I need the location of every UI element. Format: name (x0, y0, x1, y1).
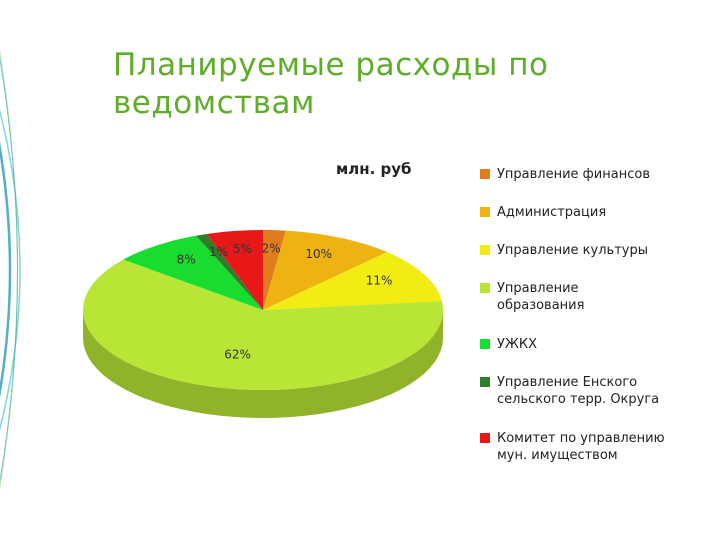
pie-slice-4 (83, 259, 443, 390)
legend-item: Управление культуры (480, 242, 697, 259)
data-label-5: 8% (177, 253, 196, 267)
legend-item: УЖКХ (480, 336, 697, 353)
legend-label: Управление Енского сельского терр. Округа (497, 374, 697, 408)
data-label-3: 11% (366, 273, 393, 287)
legend-item: Управление образования (480, 280, 697, 314)
pie-slice-2 (263, 230, 388, 310)
pie-slice-7 (206, 230, 263, 310)
pie-slice-5 (123, 235, 263, 310)
legend-label-line: Управление (497, 281, 579, 296)
legend-label-line: Управление культуры (497, 243, 648, 258)
legend-label: Администрация (497, 204, 697, 221)
page-title: Планируемые расходы по ведомствам (113, 46, 673, 122)
legend-label-line: Управление финансов (497, 167, 650, 182)
legend-label-line: сельского терр. Округа (497, 392, 660, 407)
title-line-2: ведомствам (113, 85, 315, 121)
legend-item: Комитет по управлению мун. имуществом (480, 430, 697, 464)
legend-swatch (480, 377, 490, 387)
legend-label: Управление финансов (497, 166, 697, 183)
legend-label: Управление образования (497, 280, 697, 314)
data-label-4: 62% (224, 347, 251, 361)
legend-swatch (480, 207, 490, 217)
pie-data-labels: 2% 10% 11% 62% 8% 1% 5% (177, 242, 393, 362)
legend-label: УЖКХ (497, 336, 697, 353)
legend-label: Комитет по управлению мун. имуществом (497, 430, 697, 464)
legend-item: Администрация (480, 204, 697, 221)
pie-side-walls (83, 310, 443, 418)
legend-swatch (480, 283, 490, 293)
pie-slice-1 (263, 230, 286, 310)
pie-slice-3 (263, 252, 442, 310)
data-label-2: 10% (305, 247, 332, 261)
data-label-7: 5% (233, 242, 252, 256)
legend-label-line: Администрация (497, 205, 607, 220)
legend-label-line: мун. имуществом (497, 448, 618, 463)
title-line-1: Планируемые расходы по (113, 47, 549, 83)
legend-label-line: УЖКХ (497, 337, 538, 352)
legend-swatch (480, 339, 490, 349)
legend-swatch (480, 433, 490, 443)
data-label-6: 1% (209, 245, 228, 259)
chart-subtitle: млн. руб (336, 160, 412, 178)
legend-swatch (480, 245, 490, 255)
legend-label-line: образования (497, 298, 585, 313)
legend-label-line: Управление Енского (497, 375, 638, 390)
pie-slice-6 (196, 233, 263, 310)
legend-swatch (480, 169, 490, 179)
legend-item: Управление Енского сельского терр. Округа (480, 374, 697, 408)
legend-item: Управление финансов (480, 166, 697, 183)
legend-label-line: Комитет по управлению (497, 431, 665, 446)
data-label-1: 2% (262, 242, 281, 256)
pie-side-4 (83, 310, 443, 418)
legend-label: Управление культуры (497, 242, 697, 259)
pie-slices (83, 230, 443, 390)
